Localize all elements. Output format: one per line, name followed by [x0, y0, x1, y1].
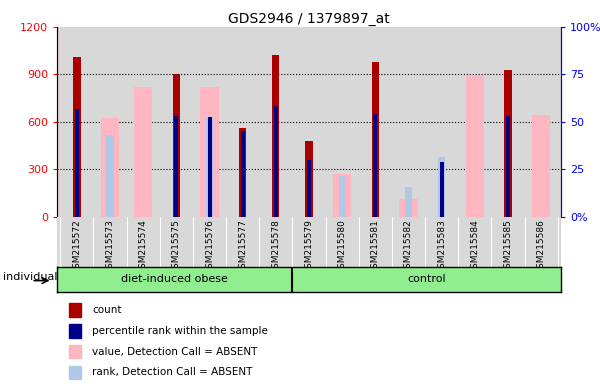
Bar — [307, 160, 311, 217]
Text: GSM215581: GSM215581 — [371, 220, 380, 274]
Bar — [206, 118, 213, 217]
Bar — [175, 116, 178, 217]
Bar — [506, 116, 510, 217]
Bar — [466, 75, 484, 217]
Bar — [75, 109, 79, 217]
Text: GSM215585: GSM215585 — [503, 220, 512, 274]
Bar — [239, 128, 247, 217]
Text: GSM215580: GSM215580 — [338, 220, 347, 274]
Bar — [438, 157, 445, 217]
Title: GDS2946 / 1379897_at: GDS2946 / 1379897_at — [228, 12, 390, 26]
Bar — [440, 162, 443, 217]
Bar — [70, 303, 80, 317]
Bar — [241, 131, 245, 217]
Bar — [405, 187, 412, 217]
Text: GSM215586: GSM215586 — [536, 220, 545, 274]
Bar — [208, 117, 212, 217]
Text: individual: individual — [3, 272, 58, 282]
Bar — [504, 127, 512, 217]
Text: GSM215579: GSM215579 — [305, 220, 314, 274]
Text: value, Detection Call = ABSENT: value, Detection Call = ABSENT — [92, 346, 257, 356]
Bar — [274, 106, 278, 217]
Bar — [70, 324, 80, 338]
Text: GSM215584: GSM215584 — [470, 220, 479, 274]
Bar — [373, 114, 377, 217]
Bar — [333, 174, 351, 217]
Bar — [504, 70, 512, 217]
Bar — [400, 199, 418, 217]
Bar — [70, 345, 80, 358]
Bar — [532, 115, 550, 217]
Text: GSM215577: GSM215577 — [238, 220, 247, 274]
Text: GSM215572: GSM215572 — [73, 220, 82, 274]
Bar — [200, 87, 218, 217]
Bar — [338, 176, 346, 217]
Text: GSM215574: GSM215574 — [139, 220, 148, 274]
Bar — [106, 135, 114, 217]
Bar — [272, 55, 280, 217]
Text: GSM215582: GSM215582 — [404, 220, 413, 274]
Bar — [305, 141, 313, 217]
Bar — [371, 62, 379, 217]
Text: GSM215575: GSM215575 — [172, 220, 181, 274]
Text: count: count — [92, 305, 122, 315]
Bar — [70, 366, 80, 379]
Bar — [73, 57, 80, 217]
Bar — [173, 74, 180, 217]
Text: GSM215578: GSM215578 — [271, 220, 280, 274]
Bar — [134, 87, 152, 217]
Text: GSM215573: GSM215573 — [106, 220, 115, 274]
Text: diet-induced obese: diet-induced obese — [121, 274, 228, 285]
Text: percentile rank within the sample: percentile rank within the sample — [92, 326, 268, 336]
Bar — [101, 118, 119, 217]
Text: GSM215583: GSM215583 — [437, 220, 446, 274]
Text: control: control — [407, 274, 446, 285]
Text: rank, Detection Call = ABSENT: rank, Detection Call = ABSENT — [92, 367, 253, 377]
Text: GSM215576: GSM215576 — [205, 220, 214, 274]
